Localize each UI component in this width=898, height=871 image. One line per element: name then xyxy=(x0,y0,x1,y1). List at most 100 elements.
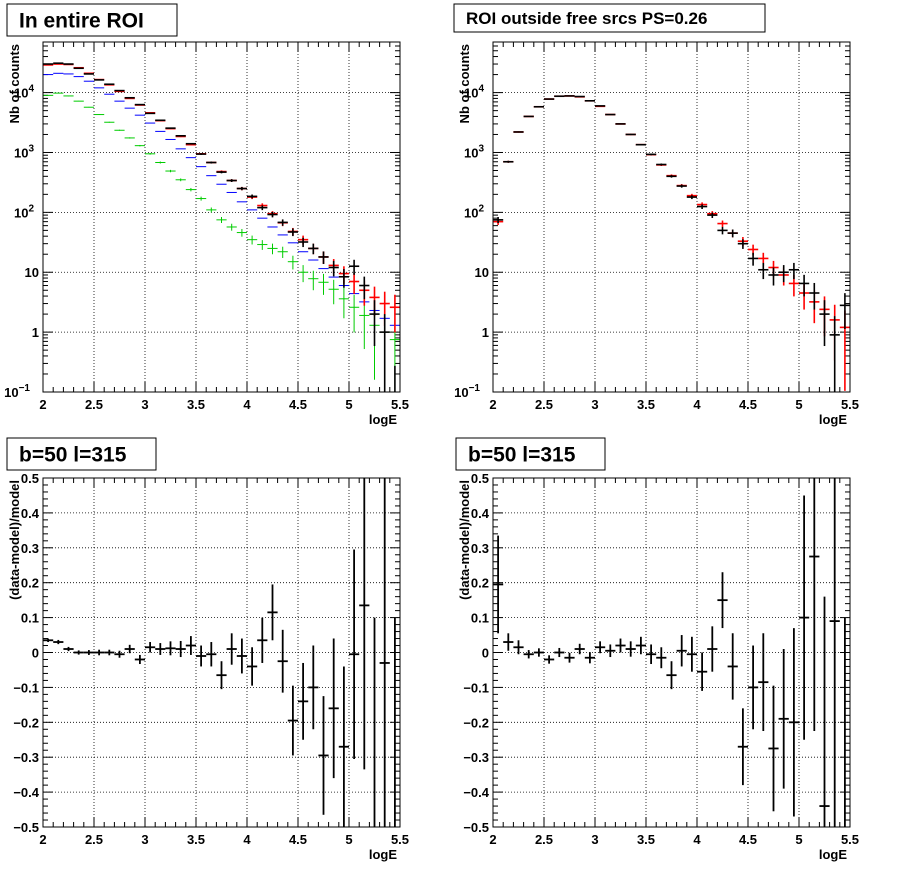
chart-title: b=50 l=315 xyxy=(468,444,576,467)
y-tick-exponent: −1 xyxy=(469,383,481,394)
chart-title: ROI outside free srcs PS=0.26 xyxy=(466,9,707,28)
x-tick-label: 5 xyxy=(795,397,802,412)
y-tick-exponent: 4 xyxy=(28,84,34,95)
panel-4: b=50 l=315 2 2.5 3 3.5 4 4.5 5 5.5 −0.5 −0.4 −0.3 −0… xyxy=(455,437,859,862)
series-1 xyxy=(493,95,850,391)
y-tick-exponent: 2 xyxy=(478,203,484,214)
x-tick-label: 4.5 xyxy=(289,832,307,847)
x-tick-label: 2.5 xyxy=(535,397,553,412)
panel-3: b=50 l=315 2 2.5 3 3.5 4 4.5 5 5.5 −0.5 −0.4 −0.3 −0… xyxy=(6,437,409,862)
y-tick-label: 103 xyxy=(14,143,34,160)
x-tick-label: 4.5 xyxy=(739,832,757,847)
y-tick-label: 0 xyxy=(32,646,39,661)
y-tick-label: 0.4 xyxy=(471,506,490,521)
x-axis-title: logE xyxy=(369,412,397,427)
x-tick-label: 2 xyxy=(489,397,496,412)
y-tick-label: −0.5 xyxy=(463,820,489,835)
y-tick-exponent: 3 xyxy=(28,143,34,154)
y-tick-label: 0 xyxy=(482,646,489,661)
chart-title: b=50 l=315 xyxy=(19,444,127,467)
series-2 xyxy=(493,95,850,392)
series-4 xyxy=(43,62,396,392)
x-tick-label: 2 xyxy=(489,832,496,847)
y-tick-label: 0.3 xyxy=(21,541,39,556)
y-tick-exponent: 3 xyxy=(478,143,484,154)
x-tick-label: 5.5 xyxy=(391,832,409,847)
y-tick-label: 10−1 xyxy=(4,383,30,400)
x-axis-title: logE xyxy=(369,847,397,862)
x-tick-label: 4.5 xyxy=(289,397,307,412)
y-tick-label: −0.3 xyxy=(13,750,39,765)
y-axis-title: Nb of counts xyxy=(457,44,472,123)
panel-1: In entire ROI 2 2.5 3 3.5 4 4.5 5 5.5 10−1 1 10 102 1… xyxy=(4,3,409,427)
x-tick-label: 3.5 xyxy=(187,397,205,412)
y-tick-label: 102 xyxy=(14,203,34,220)
title-box xyxy=(6,437,157,471)
y-tick-exponent: 4 xyxy=(478,84,484,95)
x-tick-label: 2 xyxy=(39,832,46,847)
plot-frame xyxy=(42,41,401,393)
y-tick-label: 10 xyxy=(25,265,39,280)
x-tick-label: 3 xyxy=(591,397,598,412)
x-tick-label: 2.5 xyxy=(85,397,103,412)
series-3 xyxy=(43,63,400,333)
x-tick-label: 4 xyxy=(243,832,251,847)
x-tick-label: 3 xyxy=(141,832,148,847)
plot-frame xyxy=(492,41,851,393)
chart-title: In entire ROI xyxy=(19,10,144,33)
y-tick-label: −0.2 xyxy=(463,715,489,730)
y-tick-label: 0.2 xyxy=(471,576,489,591)
y-tick-label: −0.4 xyxy=(463,785,489,800)
y-tick-label: 102 xyxy=(464,203,484,220)
title-box xyxy=(455,437,606,471)
y-tick-exponent: −1 xyxy=(19,383,31,394)
series-1 xyxy=(43,478,396,827)
y-tick-label: 0.1 xyxy=(21,611,39,626)
plot-frame xyxy=(492,477,851,828)
x-tick-label: 4.5 xyxy=(739,397,757,412)
y-tick-label: −0.3 xyxy=(463,750,489,765)
y-tick-label: 1 xyxy=(482,325,489,340)
plot-frame xyxy=(42,477,401,828)
y-tick-label: 10−1 xyxy=(454,383,480,400)
x-tick-label: 3.5 xyxy=(637,397,655,412)
x-tick-label: 3.5 xyxy=(637,832,655,847)
y-tick-label: −0.4 xyxy=(13,785,39,800)
y-tick-label: −0.5 xyxy=(13,820,39,835)
x-tick-label: 3.5 xyxy=(187,832,205,847)
x-tick-label: 5 xyxy=(345,832,352,847)
y-tick-label: 0.5 xyxy=(21,471,39,486)
y-tick-label: 1 xyxy=(32,325,39,340)
y-tick-label: −0.2 xyxy=(13,715,39,730)
y-axis-title: (data-model)/model xyxy=(457,480,472,600)
y-axis-title: (data-model)/model xyxy=(7,480,22,600)
x-tick-label: 5.5 xyxy=(841,832,859,847)
series-1 xyxy=(493,478,846,827)
x-tick-label: 5.5 xyxy=(841,397,859,412)
y-tick-label: 0.3 xyxy=(471,541,489,556)
x-axis-title: logE xyxy=(819,847,847,862)
y-tick-label: 0.5 xyxy=(471,471,489,486)
x-tick-label: 3 xyxy=(141,397,148,412)
x-tick-label: 4 xyxy=(693,397,701,412)
title-box xyxy=(453,3,766,33)
x-tick-label: 3 xyxy=(591,832,598,847)
y-tick-label: 0.1 xyxy=(471,611,489,626)
y-tick-label: −0.1 xyxy=(463,680,489,695)
series-1 xyxy=(43,92,400,392)
y-tick-label: 0.4 xyxy=(21,506,40,521)
x-axis-title: logE xyxy=(819,412,847,427)
y-tick-label: 103 xyxy=(464,143,484,160)
x-tick-label: 2.5 xyxy=(535,832,553,847)
y-tick-label: −0.1 xyxy=(13,680,39,695)
x-tick-label: 4 xyxy=(243,397,251,412)
x-tick-label: 5 xyxy=(345,397,352,412)
y-axis-title: Nb of counts xyxy=(7,44,22,123)
y-tick-exponent: 2 xyxy=(28,203,34,214)
x-tick-label: 5 xyxy=(795,832,802,847)
x-tick-label: 2 xyxy=(39,397,46,412)
series-2 xyxy=(43,72,400,326)
x-tick-label: 4 xyxy=(693,832,701,847)
y-tick-label: 0.2 xyxy=(21,576,39,591)
